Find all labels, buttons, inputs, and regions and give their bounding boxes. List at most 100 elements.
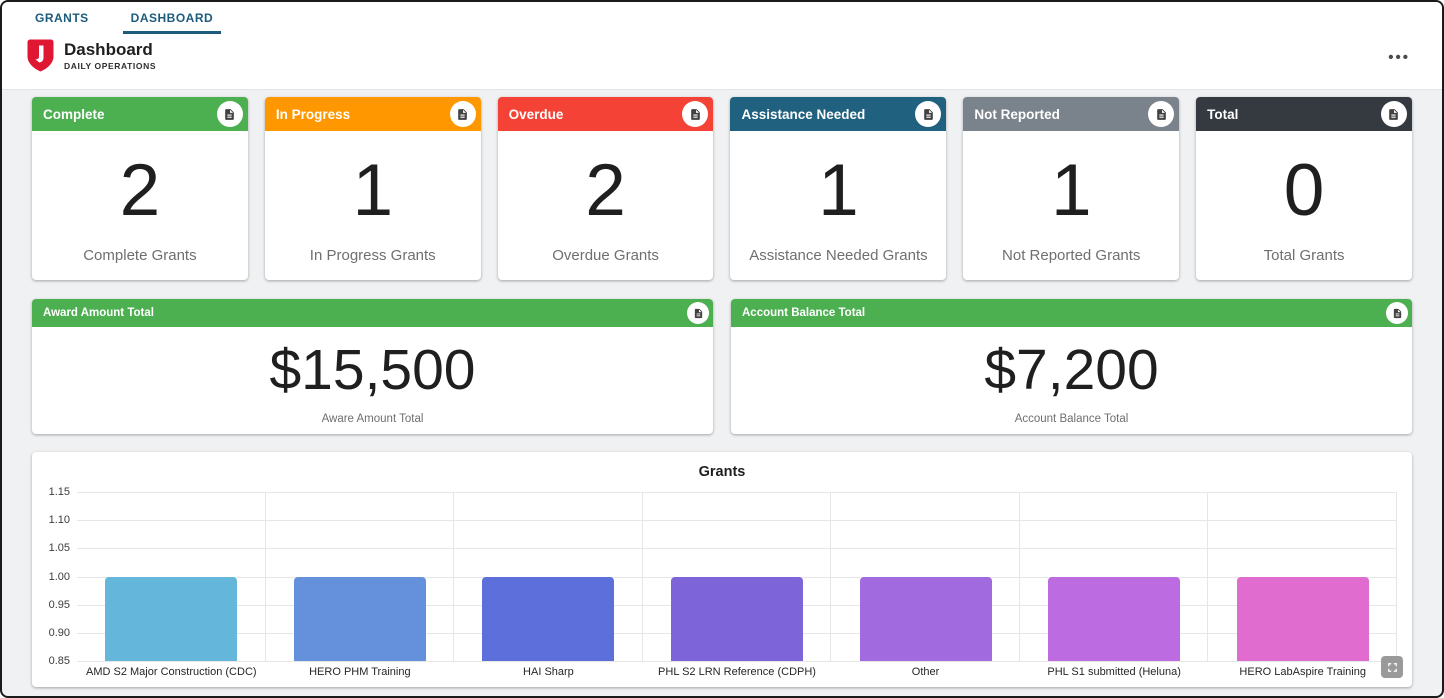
summary-card-title: Account Balance Total [742, 307, 866, 319]
stat-value: 0 [1283, 149, 1325, 231]
x-axis-tick-label: HAI Sharp [523, 666, 574, 678]
stat-card-header: Not Reported [963, 97, 1180, 131]
h-gridline [77, 492, 1397, 493]
stat-label: In Progress Grants [309, 246, 436, 264]
summary-label: Aware Amount Total [321, 413, 424, 425]
stat-card-title: Total [1207, 106, 1239, 122]
chart-bar[interactable] [105, 576, 238, 661]
grants-bar-chart-card: Grants 1.15 1.10 1.05 1.00 0.95 0.90 0.85 AMD S… [32, 452, 1412, 687]
ellipsis-menu-icon[interactable]: ••• [1388, 49, 1410, 66]
v-gridline [641, 492, 643, 661]
summary-card-header: Account Balance Total [731, 299, 1412, 327]
y-axis-tick-label: 0.95 [48, 598, 70, 611]
chart-bar[interactable] [293, 576, 426, 661]
tab-bar: GRANTS DASHBOARD [2, 2, 1442, 34]
document-icon[interactable] [682, 101, 709, 127]
stat-card-body: 2 Overdue Grants [498, 131, 714, 280]
y-axis-tick-label: 0.90 [48, 626, 70, 639]
chart-bar[interactable] [1236, 576, 1369, 661]
stat-card-body: 1 Assistance Needed Grants [730, 131, 946, 280]
x-axis-tick-label: HERO PHM Training [309, 666, 411, 678]
tab-dashboard[interactable]: DASHBOARD [122, 11, 222, 34]
stat-value: 2 [585, 149, 626, 231]
stat-card-body: 1 In Progress Grants [265, 131, 481, 280]
stat-value: 1 [1050, 149, 1092, 231]
summary-card-row: Award Amount Total $15,500 Aware Amount … [32, 299, 1412, 434]
stat-label: Overdue Grants [552, 246, 659, 264]
stat-card-title: Overdue [508, 106, 564, 122]
summary-label: Account Balance Total [1014, 413, 1129, 425]
summary-card-body: $15,500 Aware Amount Total [32, 327, 713, 434]
summary-card-award-amount: Award Amount Total $15,500 Aware Amount … [32, 299, 713, 434]
y-axis-tick-label: 0.85 [48, 655, 70, 667]
chart-bar[interactable] [671, 576, 803, 661]
header: GRANTS DASHBOARD Dashboard DAILY OPERATI… [2, 2, 1442, 90]
chart-bar[interactable] [1048, 576, 1181, 661]
summary-card-title: Award Amount Total [43, 307, 154, 319]
stat-card-total: Total 0 Total Grants [1196, 97, 1412, 280]
summary-card-header: Award Amount Total [32, 299, 713, 327]
brand: Dashboard DAILY OPERATIONS [2, 39, 1442, 72]
document-icon[interactable] [449, 101, 476, 127]
stat-card-title: In Progress [275, 106, 351, 122]
fullscreen-icon[interactable] [1381, 656, 1403, 678]
page-subtitle: DAILY OPERATIONS [64, 61, 157, 72]
stat-value: 2 [119, 149, 161, 231]
stat-card-assistance-needed: Assistance Needed 1 Assistance Needed Gr… [730, 97, 947, 280]
x-axis-tick-label: Other [911, 666, 940, 678]
v-gridline [1018, 492, 1020, 661]
tab-grants[interactable]: GRANTS [35, 11, 89, 25]
main-content: Complete 2 Complete Grants In Progress 1… [2, 90, 1442, 696]
summary-card-body: $7,200 Account Balance Total [731, 327, 1412, 434]
v-gridline [1396, 492, 1397, 661]
chart-bar[interactable] [482, 576, 615, 661]
stat-label: Total Grants [1263, 246, 1345, 264]
x-axis-tick-label: HERO LabAspire Training [1239, 666, 1366, 678]
chart-title: Grants [698, 464, 746, 480]
h-gridline [77, 520, 1397, 522]
h-gridline [77, 661, 1397, 662]
stat-card-complete: Complete 2 Complete Grants [32, 97, 248, 280]
y-axis-tick-label: 1.15 [48, 486, 70, 498]
red-shield-logo [27, 39, 54, 72]
h-gridline [77, 548, 1397, 550]
v-gridline [453, 492, 455, 661]
stat-card-header: Total [1196, 97, 1412, 131]
stat-value: 1 [352, 149, 394, 231]
stat-card-row: Complete 2 Complete Grants In Progress 1… [32, 97, 1412, 280]
brand-text: Dashboard DAILY OPERATIONS [64, 40, 156, 72]
x-axis-tick-label: PHL S1 submitted (Heluna) [1047, 666, 1181, 678]
stat-card-header: Overdue [497, 97, 714, 131]
x-axis-tick-label: PHL S2 LRN Reference (CDPH) [658, 666, 816, 678]
stat-card-overdue: Overdue 2 Overdue Grants [497, 97, 714, 280]
stat-label: Not Reported Grants [1002, 246, 1141, 264]
stat-card-body: 0 Total Grants [1196, 131, 1412, 280]
chart-plot: 1.15 1.10 1.05 1.00 0.95 0.90 0.85 AMD S2 Major… [49, 486, 1397, 678]
v-gridline [1207, 492, 1209, 661]
stat-label: Complete Grants [83, 246, 197, 264]
page-title: Dashboard [64, 39, 153, 59]
summary-value: $7,200 [984, 338, 1159, 402]
stat-card-header: In Progress [264, 97, 481, 131]
y-axis-tick-label: 1.00 [48, 570, 70, 583]
document-icon[interactable] [1380, 101, 1407, 127]
document-icon[interactable] [915, 101, 942, 127]
stat-card-title: Not Reported [974, 106, 1060, 122]
chart-bar[interactable] [859, 576, 992, 661]
stat-value: 1 [818, 149, 859, 231]
document-icon[interactable] [216, 101, 243, 127]
stat-card-not-reported: Not Reported 1 Not Reported Grants [963, 97, 1180, 280]
stat-label: Assistance Needed Grants [749, 246, 928, 264]
stat-card-header: Assistance Needed [730, 97, 947, 131]
x-axis-tick-label: AMD S2 Major Construction (CDC) [86, 666, 257, 678]
v-gridline [264, 492, 266, 661]
stat-card-header: Complete [32, 97, 248, 131]
y-axis-tick-label: 1.10 [48, 514, 70, 527]
stat-card-title: Assistance Needed [741, 106, 866, 122]
document-icon[interactable] [687, 302, 709, 324]
v-gridline [830, 492, 832, 661]
document-icon[interactable] [1148, 101, 1175, 127]
y-axis-tick-label: 1.05 [48, 542, 70, 555]
document-icon[interactable] [1386, 302, 1408, 324]
